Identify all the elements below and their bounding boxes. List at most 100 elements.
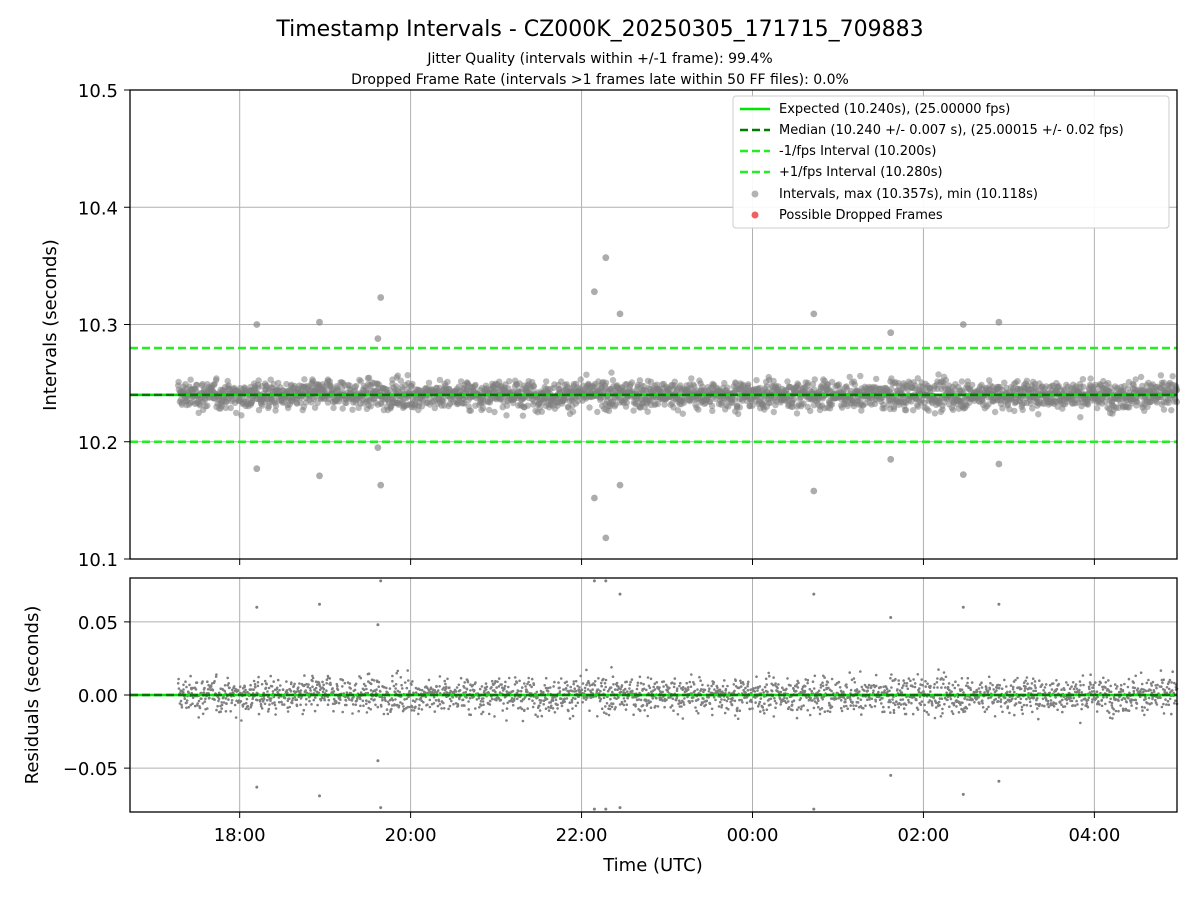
residual-point — [520, 707, 524, 711]
chart-legend: Expected (10.240s), (25.00000 fps) Media… — [732, 95, 1170, 229]
residual-point — [336, 688, 340, 692]
residual-point — [536, 715, 539, 718]
residual-point — [465, 687, 469, 691]
residual-point — [994, 697, 998, 701]
residual-point — [628, 683, 632, 687]
interval-point — [577, 376, 584, 383]
residual-point — [482, 697, 485, 700]
residual-point — [1011, 697, 1014, 700]
residual-point — [977, 695, 980, 699]
residual-point — [345, 703, 348, 707]
residual-point — [882, 705, 885, 709]
residual-point — [744, 691, 747, 694]
residual-point — [385, 708, 389, 711]
residual-point — [314, 680, 318, 683]
residual-point — [679, 681, 682, 685]
residual-point — [457, 683, 461, 687]
residual-point — [392, 684, 396, 688]
interval-outlier-point — [995, 460, 1003, 468]
residual-point — [1063, 705, 1067, 708]
residual-point — [484, 682, 488, 685]
residual-point — [323, 698, 327, 702]
residual-point — [711, 713, 714, 717]
residual-point — [405, 686, 409, 690]
residual-point — [474, 681, 477, 684]
residual-point — [941, 712, 944, 715]
residual-point — [197, 716, 200, 719]
residual-point — [813, 697, 816, 700]
residual-point — [345, 691, 349, 694]
interval-point — [630, 407, 637, 414]
residual-point — [185, 699, 189, 702]
residual-point — [733, 689, 736, 693]
interval-point — [530, 383, 537, 390]
residual-point — [521, 719, 525, 723]
residual-point — [217, 697, 221, 701]
residual-point — [370, 697, 373, 701]
residual-point — [571, 696, 575, 700]
interval-point — [674, 407, 682, 414]
residual-point — [750, 700, 753, 704]
residual-point — [442, 686, 446, 689]
residual-point — [518, 679, 521, 683]
interval-point — [193, 381, 201, 389]
residual-point — [309, 689, 312, 692]
residual-point — [848, 671, 851, 674]
residual-point — [1019, 687, 1023, 691]
residual-point — [803, 689, 807, 693]
residual-point — [937, 668, 940, 671]
residual-point — [986, 689, 990, 693]
residual-point — [894, 677, 897, 681]
residual-point — [469, 713, 473, 717]
legend-label-expected: Expected (10.240s), (25.00000 fps) — [779, 102, 1010, 117]
residual-point — [965, 707, 969, 710]
residual-point — [438, 703, 442, 706]
residual-point — [672, 709, 675, 712]
residual-point — [1025, 703, 1029, 707]
interval-point — [1077, 414, 1084, 421]
residual-point — [274, 707, 278, 710]
residual-point — [618, 703, 622, 706]
residual-point — [767, 671, 770, 675]
residual-point — [534, 713, 537, 716]
residual-point — [623, 699, 627, 703]
residual-point — [576, 701, 580, 705]
residual-point — [274, 713, 277, 716]
residual-point — [314, 686, 318, 690]
residual-point — [201, 712, 205, 716]
residual-point — [220, 707, 223, 710]
residual-point — [1001, 710, 1004, 714]
residual-point — [791, 708, 794, 712]
residual-point — [583, 686, 587, 690]
residual-point — [889, 676, 892, 680]
residual-point — [823, 688, 826, 692]
interval-point — [888, 385, 895, 393]
interval-point — [594, 408, 601, 416]
interval-point — [609, 377, 617, 384]
residual-point — [211, 688, 215, 692]
residual-point — [992, 701, 995, 704]
residual-point — [608, 704, 611, 707]
residual-point — [504, 680, 507, 684]
residual-point — [942, 678, 945, 681]
residual-point — [544, 707, 548, 710]
residual-point — [209, 685, 213, 688]
residual-point — [513, 676, 517, 679]
residual-point — [779, 690, 783, 694]
residual-point — [359, 676, 363, 680]
residual-point — [1029, 687, 1033, 690]
interval-point — [272, 407, 279, 414]
residual-point — [523, 682, 526, 685]
residual-point — [401, 702, 404, 705]
interval-point — [1094, 404, 1101, 412]
residual-point — [403, 698, 406, 701]
interval-point — [602, 379, 610, 386]
residual-point — [830, 677, 834, 681]
residual-point — [372, 679, 376, 682]
residual-point — [505, 707, 509, 710]
residual-point — [922, 690, 925, 693]
residual-point — [299, 703, 302, 707]
interval-point — [1084, 401, 1092, 408]
residual-point — [230, 701, 233, 705]
residual-point — [467, 700, 470, 703]
